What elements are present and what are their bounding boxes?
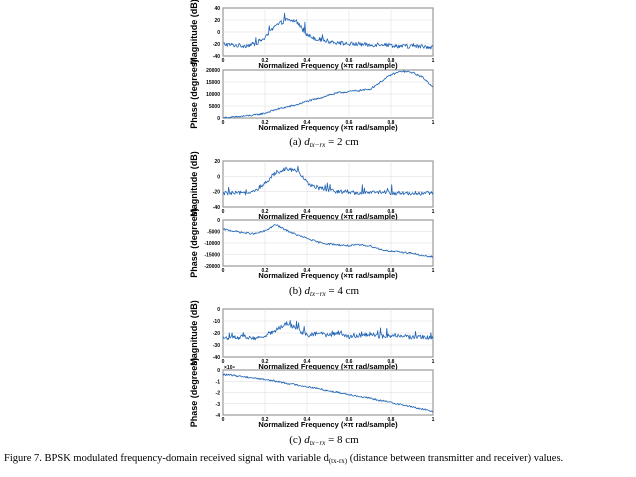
y-tick-label: 15000	[206, 80, 220, 86]
chart-panel-1: 0 0.2 0.4 0.6 0.8 1 40 20 0 -20 -40 Normalized Freq…	[189, 0, 435, 70]
subfigure-label: (b) dtx−rx = 4 cm	[289, 285, 360, 298]
x-tick-label: 0	[222, 120, 225, 126]
y-tick-label: -40	[213, 205, 220, 211]
x-tick-label: 0.2	[262, 209, 269, 215]
subfigure-label: (a) dtx−rx = 2 cm	[289, 136, 359, 149]
x-tick-label: 0.6	[346, 417, 353, 423]
y-tick-label: 20000	[206, 68, 220, 74]
x-tick-label: 0.2	[262, 417, 269, 423]
y-tick-label: -20	[213, 331, 220, 337]
x-tick-label: 0.2	[262, 268, 269, 274]
y-scale-multiplier: ×10⁴	[224, 365, 235, 371]
x-axis-label: Normalized Frequency (×π rad/sample)	[258, 362, 398, 371]
y-tick-label: 0	[217, 218, 220, 224]
x-tick-label: 0.4	[304, 417, 311, 423]
y-tick-label: -40	[213, 355, 220, 361]
x-tick-label: 0	[222, 359, 225, 365]
y-tick-label: 0	[217, 307, 220, 313]
x-tick-label: 0.2	[262, 120, 269, 126]
x-tick-label: 0.2	[262, 58, 269, 64]
data-series-line	[222, 165, 434, 196]
x-tick-label: 0	[222, 417, 225, 423]
y-axis-label: Phase (degrees)	[189, 59, 199, 129]
plot-frame	[222, 160, 434, 208]
chart-panel-3: 0 0.2 0.4 0.6 0.8 1 20 0 -20 -40 Normalized Freque…	[189, 151, 435, 221]
caption-subscript: (tx-rx)	[328, 457, 348, 465]
x-tick-label: 0.8	[388, 120, 395, 126]
y-tick-label: -2	[216, 391, 221, 397]
x-tick-label: 0	[222, 209, 225, 215]
y-tick-label: -20000	[204, 264, 220, 270]
y-tick-label: 5000	[209, 104, 220, 110]
data-series-line	[222, 12, 434, 50]
y-tick-label: -5000	[207, 230, 220, 236]
x-tick-label: 0.6	[346, 268, 353, 274]
x-tick-label: 0.6	[346, 209, 353, 215]
y-tick-label: 20	[214, 159, 220, 165]
caption-text: Figure 7. BPSK modulated frequency-domai…	[4, 453, 329, 464]
x-axis-label: Normalized Frequency (×π rad/sample)	[258, 271, 398, 280]
y-tick-label: -4	[216, 413, 221, 419]
y-axis-label: Magnitude (dB)	[189, 151, 199, 217]
y-tick-label: 20	[214, 18, 220, 24]
figure-caption: Figure 7. BPSK modulated frequency-domai…	[4, 453, 632, 465]
y-axis-label: Phase (degrees)	[189, 358, 199, 428]
x-tick-label: 0.4	[304, 268, 311, 274]
x-tick-label: 1	[432, 268, 435, 274]
y-tick-label: -20	[213, 190, 220, 196]
x-tick-label: 0.8	[388, 359, 395, 365]
y-tick-label: 0	[217, 116, 220, 122]
data-series-line	[222, 320, 434, 341]
x-tick-label: 0.4	[304, 359, 311, 365]
x-tick-label: 0.6	[346, 58, 353, 64]
y-axis-label: Magnitude (dB)	[189, 300, 199, 366]
y-tick-label: 0	[217, 30, 220, 36]
x-axis-label: Normalized Frequency (×π rad/sample)	[258, 123, 398, 132]
x-tick-label: 0.8	[388, 268, 395, 274]
x-axis-label: Normalized Frequency (×π rad/sample)	[258, 61, 398, 70]
x-tick-label: 0.2	[262, 359, 269, 365]
y-axis-label: Phase (degrees)	[189, 208, 199, 278]
y-tick-label: -3	[216, 402, 221, 408]
chart-panel-6: 0 0.2 0.4 0.6 0.8 1 0 -1 -2 -3 -4 ×10⁴ Normalized Fr…	[189, 358, 435, 429]
y-tick-label: -30	[213, 343, 220, 349]
x-tick-label: 1	[432, 359, 435, 365]
y-tick-label: -20	[213, 42, 220, 48]
x-tick-label: 0	[222, 268, 225, 274]
x-tick-label: 1	[432, 209, 435, 215]
chart-panel-4: 0 0.2 0.4 0.6 0.8 1 0 -5000 -10000 -15000 -20000 No…	[189, 208, 435, 280]
subfigure-label: (c) dtx−rx = 8 cm	[289, 434, 359, 447]
y-tick-label: -10000	[204, 241, 220, 247]
y-tick-label: 40	[214, 6, 220, 12]
x-tick-label: 0.8	[388, 58, 395, 64]
x-tick-label: 0.8	[388, 209, 395, 215]
y-tick-label: -40	[213, 54, 220, 60]
y-tick-label: -10	[213, 319, 220, 325]
x-tick-label: 0.4	[304, 58, 311, 64]
x-tick-label: 0	[222, 58, 225, 64]
x-tick-label: 1	[432, 417, 435, 423]
x-axis-label: Normalized Frequency (×π rad/sample)	[258, 420, 398, 429]
x-tick-label: 0.6	[346, 120, 353, 126]
x-tick-label: 0.6	[346, 359, 353, 365]
x-tick-label: 1	[432, 58, 435, 64]
x-axis-label: Normalized Frequency (×π rad/sample)	[258, 212, 398, 221]
y-tick-label: 0	[217, 174, 220, 180]
chart-panel-2: 0 0.2 0.4 0.6 0.8 1 20000 15000 10000 5000 0 Normal…	[189, 59, 435, 132]
x-tick-label: 0.8	[388, 417, 395, 423]
caption-text-end: (distance between transmitter and receiv…	[347, 453, 564, 464]
data-series-line	[222, 373, 434, 413]
y-tick-label: -15000	[204, 253, 220, 259]
chart-panel-5: 0 0.2 0.4 0.6 0.8 1 0 -10 -20 -30 -40 Normalized Fr…	[189, 300, 435, 371]
x-tick-label: 1	[432, 120, 435, 126]
y-tick-label: 0	[217, 368, 220, 374]
y-axis-label: Magnitude (dB)	[189, 0, 199, 65]
data-series-line	[222, 224, 434, 258]
data-series-line	[222, 70, 434, 119]
x-tick-label: 0.4	[304, 120, 311, 126]
x-tick-label: 0.4	[304, 209, 311, 215]
y-tick-label: -1	[216, 379, 221, 385]
y-tick-label: 10000	[206, 92, 220, 98]
